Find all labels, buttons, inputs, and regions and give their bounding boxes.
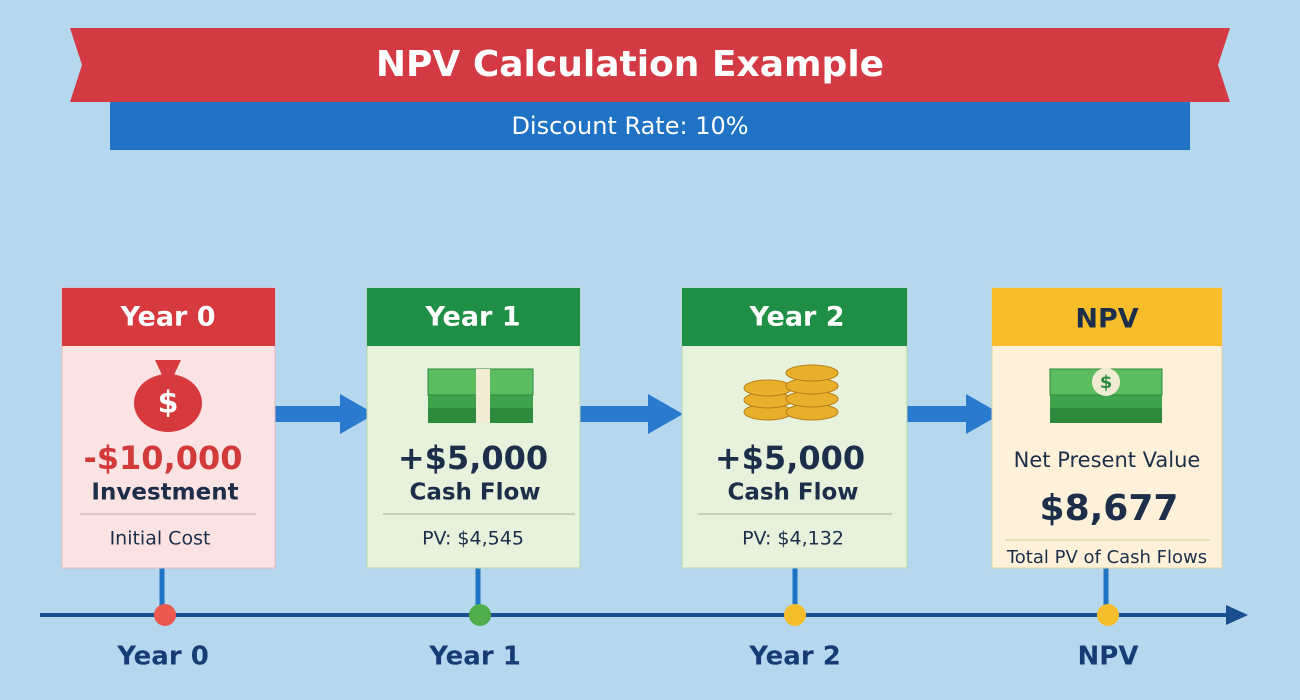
card-label: Cash Flow <box>409 480 540 506</box>
timeline-label: Year 2 <box>748 642 841 672</box>
money-bag-icon: $ <box>134 360 202 432</box>
card-header: Year 2 <box>748 302 844 333</box>
card: Year 0 $ -$10,000 Investment Initial Cos… <box>61 287 276 569</box>
title: NPV Calculation Example <box>376 44 884 85</box>
card-header: NPV <box>1075 304 1138 335</box>
svg-text:$: $ <box>1100 372 1113 393</box>
svg-text:$: $ <box>158 386 179 421</box>
timeline-label: Year 1 <box>428 642 521 672</box>
card-amount: +$5,000 <box>398 439 548 477</box>
card: Year 1 +$5,000 Cash Flow PV: $4,545 <box>366 287 581 569</box>
coins-icon <box>743 364 839 421</box>
timeline <box>40 568 1248 626</box>
card-note: Total PV of Cash Flows <box>1006 547 1207 568</box>
card-label: Investment <box>91 480 238 506</box>
timeline-label: Year 0 <box>116 642 209 672</box>
card-amount: $8,677 <box>1040 488 1179 529</box>
card-header: Year 1 <box>424 302 520 333</box>
card-label: Net Present Value <box>1014 448 1201 472</box>
title-ribbon <box>70 28 1230 102</box>
subtitle-band <box>110 102 1190 150</box>
bills-icon: $ <box>1049 368 1163 423</box>
card-amount: -$10,000 <box>83 439 242 477</box>
card-label: Cash Flow <box>727 480 858 506</box>
card-note: PV: $4,132 <box>742 528 844 550</box>
card: NPV $ Net Present Value $8,677 Total PV … <box>991 287 1223 569</box>
arrows <box>275 394 1001 434</box>
card-amount: +$5,000 <box>715 439 865 477</box>
bills-icon <box>427 368 534 423</box>
card-note: PV: $4,545 <box>422 528 524 550</box>
card-header: Year 0 <box>119 302 215 333</box>
timeline-label: NPV <box>1078 642 1139 672</box>
card-note: Initial Cost <box>110 528 211 550</box>
card: Year 2 +$5,000 Cash Flow PV: $4,132 <box>681 287 908 569</box>
subtitle: Discount Rate: 10% <box>511 112 748 140</box>
